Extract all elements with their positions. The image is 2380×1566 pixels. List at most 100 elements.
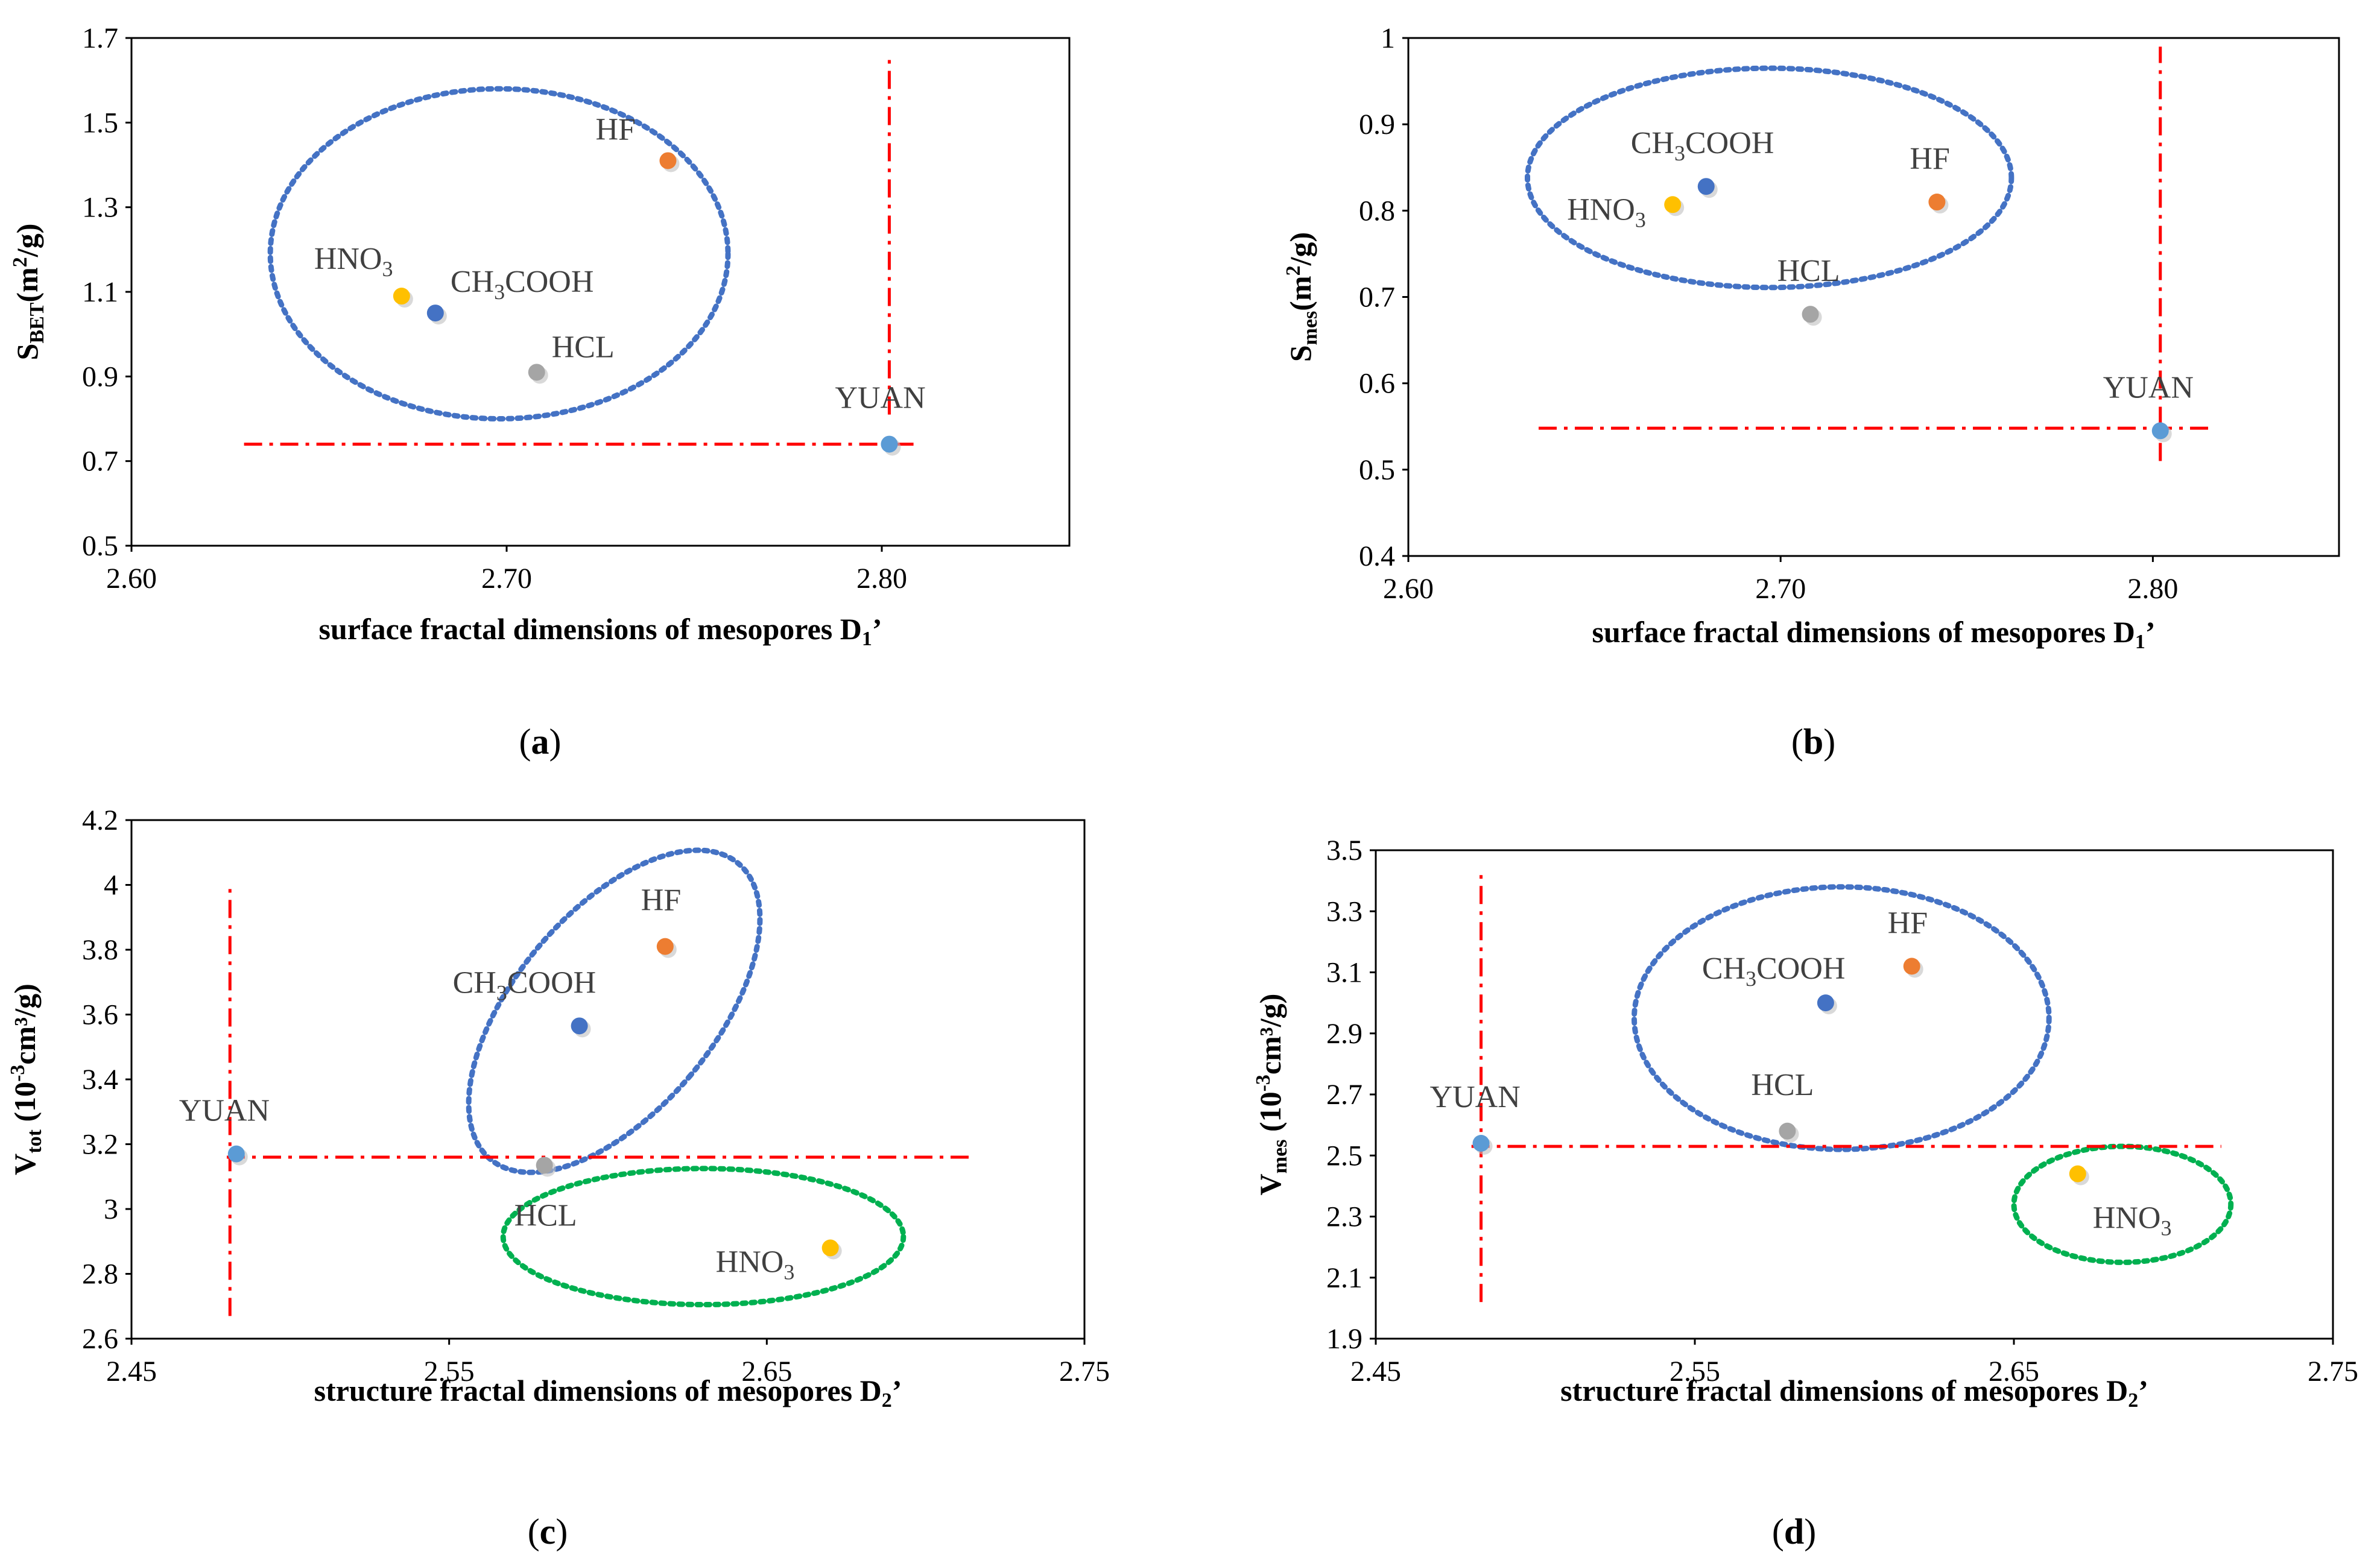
data-point-hcl (536, 1157, 553, 1174)
chart-panel-d: 1.9 2.1 2.3 2.5 2.7 2.9 3.1 3.3 3.5 2.45 2.55 2.65 2… (1252, 835, 2358, 1552)
x-axis-label: structure fractal dimensions of mesopore… (1560, 1374, 2148, 1412)
y-tick-label: 2.1 (1326, 1262, 1362, 1294)
y-tick-label: 1.1 (82, 276, 118, 308)
y-tick-label: 1.3 (82, 192, 118, 224)
data-point-hf (1903, 958, 1920, 975)
point-label-yuan: YUAN (179, 1094, 270, 1128)
x-axis-label: structure fractal dimensions of mesopore… (314, 1374, 902, 1412)
plot-frame (1407, 37, 2340, 557)
x-tick-label: 2.70 (481, 563, 532, 595)
x-tick-label: 2.45 (106, 1356, 157, 1388)
point-label-hno3: HNO3 (314, 242, 393, 281)
y-tick-label: 3.5 (1326, 835, 1362, 867)
data-point-ch3cooh (426, 305, 444, 322)
y-tick-label: 0.9 (1359, 109, 1395, 140)
point-label-hcl: HCL (514, 1198, 577, 1233)
y-tick-label: 2.3 (1326, 1201, 1362, 1233)
x-tick-label: 2.45 (1350, 1356, 1401, 1388)
y-tick-label: 1.9 (1326, 1323, 1362, 1355)
blue-group-ellipse (1525, 65, 2014, 291)
y-tick-label: 1.5 (82, 107, 118, 139)
point-label-yuan: YUAN (1430, 1080, 1521, 1114)
data-point-hno3 (821, 1239, 839, 1257)
y-axis-label: SBET(m2/g) (9, 224, 48, 361)
y-tick-label: 4.2 (82, 804, 118, 836)
point-label-ch3cooh: CH3COOH (1702, 952, 1846, 991)
y-tick-label: 2.9 (1326, 1018, 1362, 1050)
y-tick-label: 3.1 (1326, 957, 1362, 989)
y-axis-label: Vmes (10-3cm³/g) (1252, 994, 1291, 1196)
blue-group-ellipse (466, 847, 763, 1175)
y-axis-label: Vtot (10-3cm³/g) (7, 983, 46, 1175)
y-tick-label: 3.2 (82, 1129, 118, 1161)
green-group-ellipse (2011, 1143, 2234, 1265)
chart-panel-a: 0.5 0.7 0.9 1.1 1.3 1.5 1.7 2.60 2.70 2.80 surface… (9, 22, 1071, 762)
point-label-hf: HF (595, 112, 635, 147)
point-label-hf: HF (1910, 142, 1949, 176)
y-tick-label: 3 (104, 1193, 118, 1225)
data-point-ch3cooh (571, 1017, 588, 1035)
y-tick-label: 0.5 (1359, 454, 1395, 486)
data-point-hf (656, 938, 674, 955)
y-tick-label: 0.9 (82, 361, 118, 393)
y-tick-label: 0.8 (1359, 195, 1395, 227)
x-tick-label: 2.65 (741, 1356, 792, 1388)
y-tick-label: 0.7 (82, 446, 118, 478)
point-label-hno3: HNO3 (2093, 1201, 2172, 1240)
y-tick-label: 2.8 (82, 1258, 118, 1290)
x-axis-label: surface fractal dimensions of mesopores … (1592, 615, 2156, 653)
point-label-hf: HF (1888, 906, 1928, 940)
point-label-hf: HF (641, 883, 681, 918)
panel-caption: (b) (1791, 722, 1835, 762)
x-tick-label: 2.80 (856, 563, 907, 595)
data-point-hcl (1802, 306, 1819, 323)
y-tick-label: 2.5 (1326, 1140, 1362, 1172)
y-tick-label: 3.6 (82, 999, 118, 1031)
x-tick-label: 2.65 (1989, 1356, 2039, 1388)
point-label-ch3cooh: CH3COOH (1631, 126, 1774, 165)
y-tick-label: 3.8 (82, 934, 118, 966)
blue-group-ellipse (267, 86, 731, 421)
y-axis-label: Smes(m2/g) (1282, 232, 1321, 362)
x-tick-label: 2.60 (1383, 573, 1434, 605)
data-point-hf (1928, 194, 1946, 211)
x-axis-label: surface fractal dimensions of mesopores … (319, 612, 882, 650)
y-tick-label: 0.5 (82, 530, 118, 562)
point-label-hcl: HCL (1777, 254, 1840, 288)
data-point-hf (659, 152, 677, 169)
y-tick-label: 4 (104, 870, 118, 901)
y-tick-label: 3.3 (1326, 895, 1362, 927)
data-point-yuan (2151, 422, 2169, 440)
point-label-yuan: YUAN (835, 381, 925, 415)
y-tick-label: 1.7 (82, 22, 118, 54)
x-tick-label: 2.55 (1669, 1356, 1720, 1388)
y-tick-label: 0.6 (1359, 368, 1395, 400)
point-label-ch3cooh: CH3COOH (451, 265, 594, 304)
data-point-hno3 (2069, 1165, 2086, 1182)
data-point-yuan (1472, 1135, 1490, 1152)
point-label-hcl: HCL (552, 330, 615, 364)
panel-caption: (a) (519, 722, 562, 762)
point-label-yuan: YUAN (2103, 370, 2194, 405)
y-tick-label: 2.6 (82, 1323, 118, 1355)
point-label-hno3: HNO3 (716, 1245, 795, 1284)
chart-panel-b: 0.4 0.5 0.6 0.7 0.8 0.9 1 2.60 2.70 2.80 surface f… (1282, 22, 2340, 762)
x-tick-label: 2.80 (2127, 573, 2178, 605)
point-label-hno3: HNO3 (1567, 192, 1646, 232)
x-tick-label: 2.60 (106, 563, 157, 595)
chart-panel-c: 2.6 2.8 3 3.2 3.4 3.6 3.8 4 4.2 2.45 2.55 2.65 2.75 s… (7, 804, 1110, 1552)
x-tick-label: 2.55 (424, 1356, 475, 1388)
data-point-yuan (227, 1145, 245, 1163)
y-tick-label: 0.7 (1359, 282, 1395, 314)
data-point-ch3cooh (1817, 994, 1834, 1012)
plot-frame (130, 819, 1086, 1340)
panel-caption: (d) (1772, 1512, 1816, 1552)
y-tick-label: 2.7 (1326, 1079, 1362, 1111)
x-tick-label: 2.75 (2308, 1356, 2358, 1388)
x-tick-label: 2.75 (1059, 1356, 1110, 1388)
data-point-hcl (1779, 1122, 1796, 1140)
data-point-hno3 (393, 288, 410, 305)
panel-caption: (c) (528, 1512, 568, 1552)
point-label-ch3cooh: CH3COOH (453, 965, 597, 1005)
green-group-ellipse (500, 1166, 907, 1308)
